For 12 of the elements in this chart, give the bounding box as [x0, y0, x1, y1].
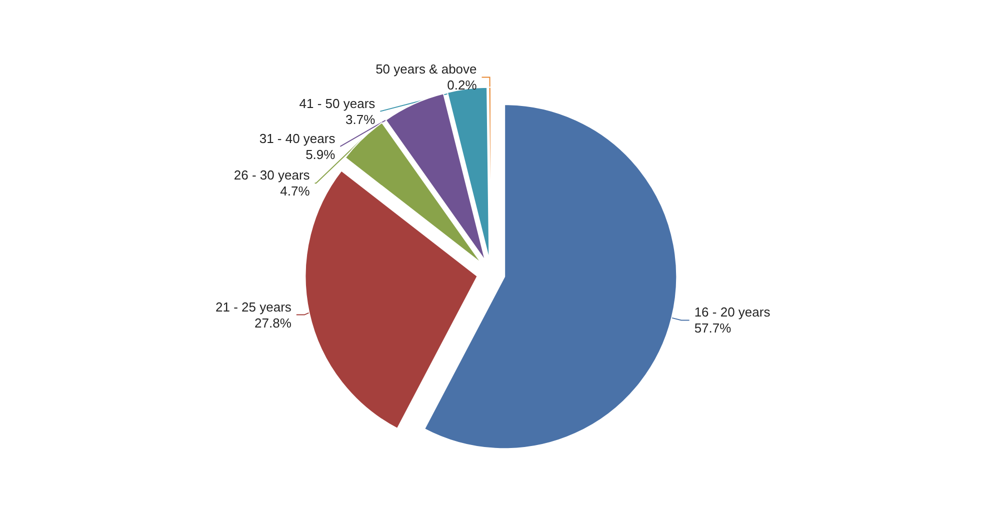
- slice-label: 16 - 20 years: [694, 304, 771, 320]
- slice-label: 41 - 50 years: [299, 96, 376, 111]
- data-label: 5.9%: [306, 146, 336, 162]
- slice-label: 31 - 40 years: [259, 130, 336, 146]
- data-label: 0.2%: [447, 78, 478, 93]
- data-label: 4.7%: [280, 184, 310, 199]
- slice-label: 21 - 25 years: [216, 299, 292, 314]
- slice-label: 50 years & above: [376, 62, 477, 77]
- slice-label: 26 - 30 years: [234, 168, 310, 183]
- data-label: 57.7%: [694, 320, 732, 336]
- data-label: 27.8%: [254, 315, 292, 330]
- data-label: 3.7%: [346, 112, 376, 127]
